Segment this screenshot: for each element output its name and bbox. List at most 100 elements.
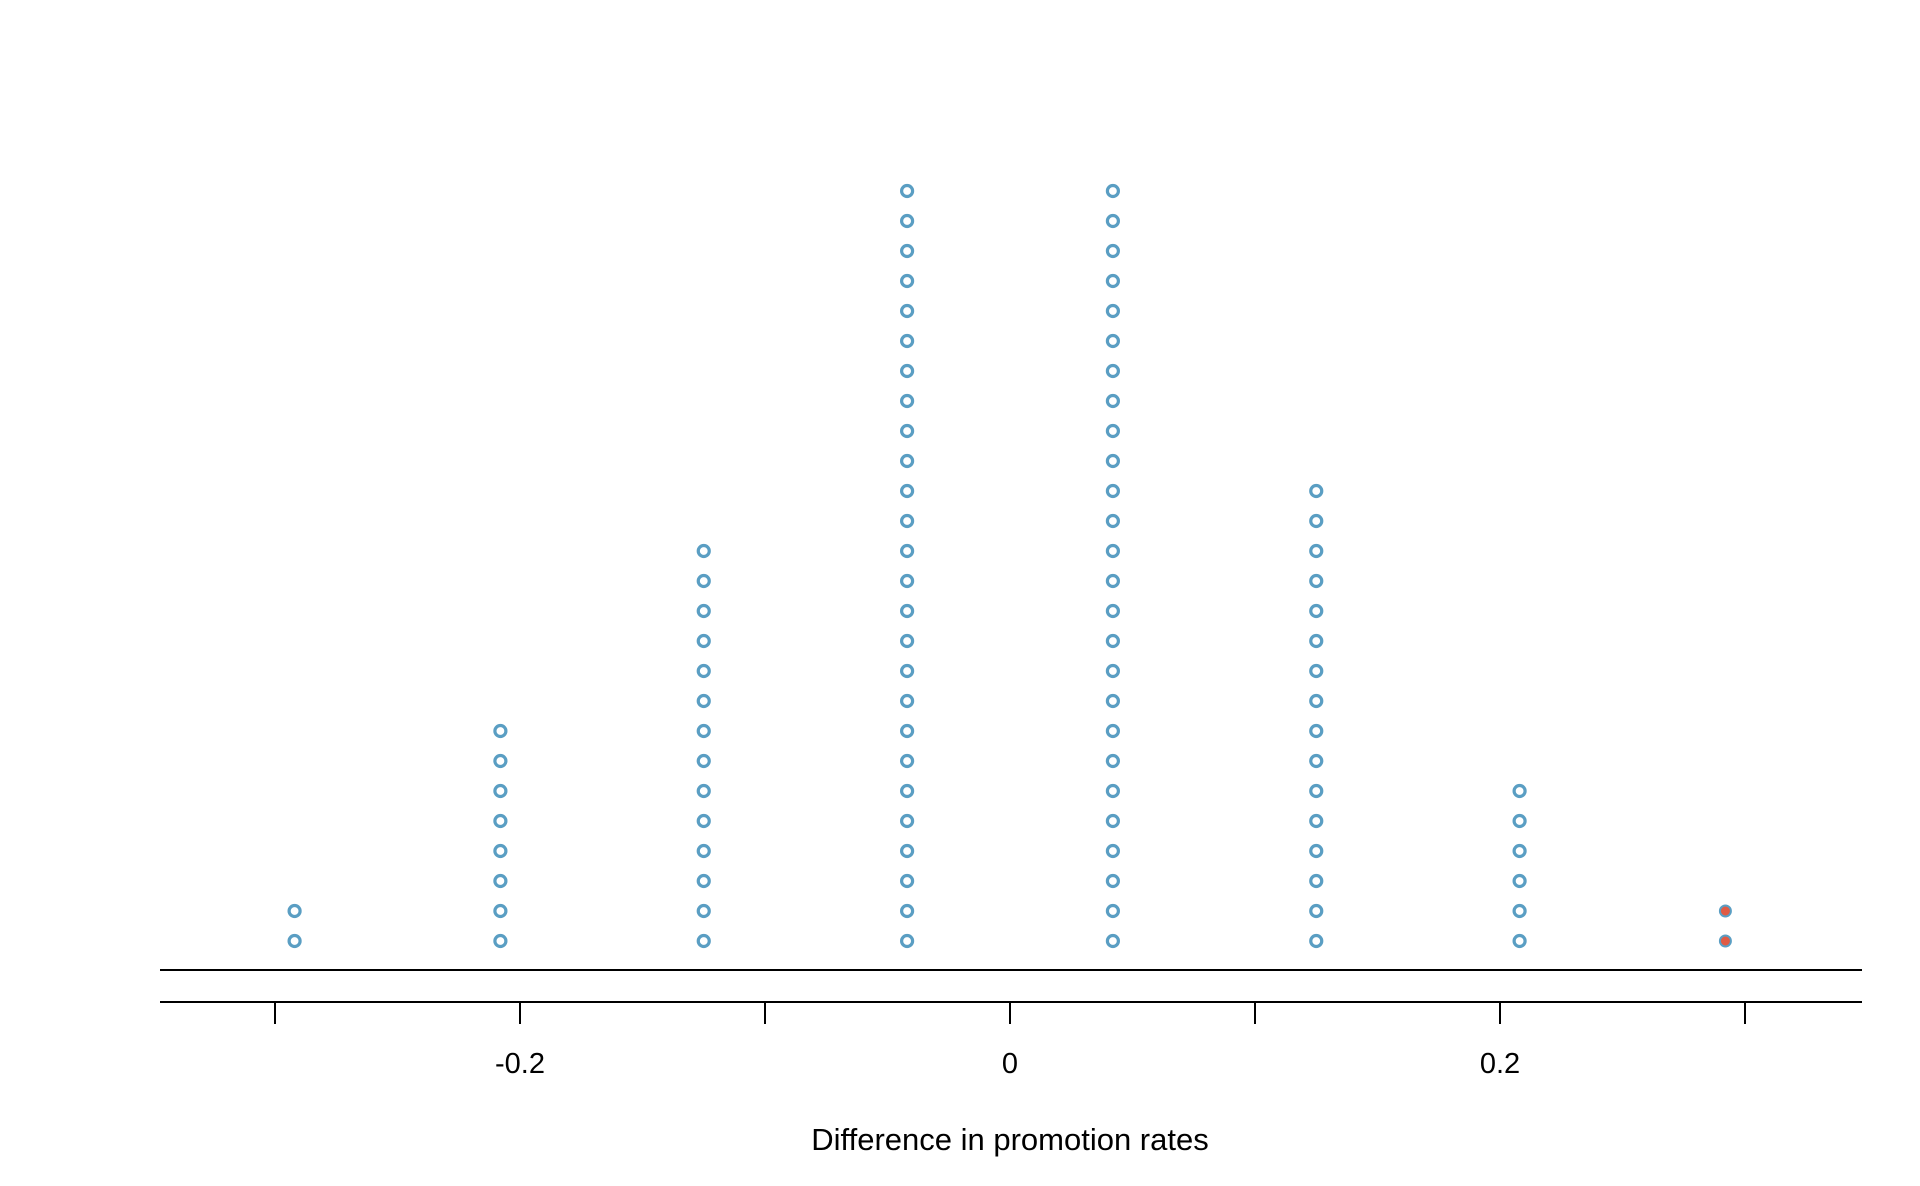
simulation-dot (1309, 843, 1324, 859)
simulation-dot (1105, 303, 1121, 319)
simulation-dot (899, 843, 915, 859)
simulation-dot (287, 903, 302, 919)
observed-dot (1718, 904, 1732, 918)
simulation-dot (899, 603, 915, 619)
simulation-dot (899, 213, 915, 229)
x-tick-label: 0.2 (1480, 1048, 1520, 1080)
simulation-dot (1105, 633, 1121, 649)
simulation-dot (493, 813, 508, 829)
simulation-dot (493, 903, 508, 919)
simulation-dot (1309, 693, 1324, 709)
simulation-dot (1105, 273, 1121, 289)
x-tick-label: -0.2 (495, 1048, 545, 1080)
simulation-dot (493, 753, 508, 769)
simulation-dot (696, 663, 711, 679)
simulation-dot (1309, 633, 1324, 649)
x-axis-title: Difference in promotion rates (811, 1122, 1208, 1157)
x-axis-ticks: -0.2 0 0.2 (274, 1002, 1746, 1080)
simulation-dot (899, 393, 915, 409)
simulation-dot (899, 723, 915, 739)
simulation-dot (493, 873, 508, 889)
simulation-dot (899, 663, 915, 679)
simulation-dot (1105, 513, 1121, 529)
simulation-dot (1309, 873, 1324, 889)
simulation-dot (1105, 543, 1121, 559)
simulation-dot (899, 633, 915, 649)
simulation-dot (899, 483, 915, 499)
simulation-dot (899, 573, 915, 589)
simulation-dot (696, 693, 711, 709)
simulation-dot (1309, 903, 1324, 919)
simulation-dot (1309, 933, 1324, 949)
simulation-dot (1309, 663, 1324, 679)
simulation-dot (287, 933, 302, 949)
simulation-dot (1512, 873, 1527, 889)
simulation-dot (899, 423, 915, 439)
simulation-dot (899, 873, 915, 889)
simulation-dot (1309, 783, 1324, 799)
simulation-dot (696, 903, 711, 919)
simulation-dot (899, 243, 915, 259)
simulation-dot (1105, 843, 1121, 859)
simulation-dot (696, 603, 711, 619)
simulation-dot (1105, 243, 1121, 259)
simulation-dot (1512, 813, 1527, 829)
simulation-dot (1105, 873, 1121, 889)
simulation-dot (1105, 723, 1121, 739)
simulation-dot (696, 843, 711, 859)
simulation-dot (899, 513, 915, 529)
simulation-dot (1512, 933, 1527, 949)
simulation-dot (1105, 183, 1121, 199)
dots-layer (287, 183, 1732, 949)
simulation-dot (696, 813, 711, 829)
simulation-dot (1105, 753, 1121, 769)
simulation-dot (899, 273, 915, 289)
simulation-dot (899, 933, 915, 949)
simulation-dot (1105, 693, 1121, 709)
simulation-dot (1105, 603, 1121, 619)
simulation-dot (696, 633, 711, 649)
simulation-dot (1512, 783, 1527, 799)
simulation-dot (1105, 333, 1121, 349)
simulation-dot (899, 753, 915, 769)
simulation-dot (899, 783, 915, 799)
simulation-dot (1512, 903, 1527, 919)
simulation-dot (493, 783, 508, 799)
simulation-dot (899, 363, 915, 379)
simulation-dot (696, 723, 711, 739)
simulation-dot (1105, 903, 1121, 919)
simulation-dot (696, 933, 711, 949)
simulation-dot (899, 543, 915, 559)
simulation-dot (493, 723, 508, 739)
simulation-dot (696, 753, 711, 769)
simulation-dot (1309, 813, 1324, 829)
observed-dot (1718, 934, 1732, 948)
simulation-dot (696, 873, 711, 889)
simulation-dot (1309, 573, 1324, 589)
simulation-dot (899, 813, 915, 829)
simulation-dot (1105, 663, 1121, 679)
simulation-dot (899, 903, 915, 919)
simulation-dot (1512, 843, 1527, 859)
simulation-dot (1105, 483, 1121, 499)
simulation-dot (1309, 513, 1324, 529)
simulation-dot (1105, 783, 1121, 799)
simulation-dot (1105, 933, 1121, 949)
simulation-dot (1105, 393, 1121, 409)
simulation-dot (1309, 483, 1324, 499)
simulation-dot (899, 303, 915, 319)
simulation-dot (1105, 453, 1121, 469)
simulation-dot (696, 543, 711, 559)
simulation-dot (899, 693, 915, 709)
simulation-dot (696, 573, 711, 589)
simulation-dot (1105, 813, 1121, 829)
simulation-dot (1105, 363, 1121, 379)
x-tick-label: 0 (1002, 1048, 1018, 1080)
simulation-dot (493, 843, 508, 859)
simulation-dot (1309, 723, 1324, 739)
simulation-dot (493, 933, 508, 949)
simulation-dot (1105, 423, 1121, 439)
simulation-dot (899, 453, 915, 469)
